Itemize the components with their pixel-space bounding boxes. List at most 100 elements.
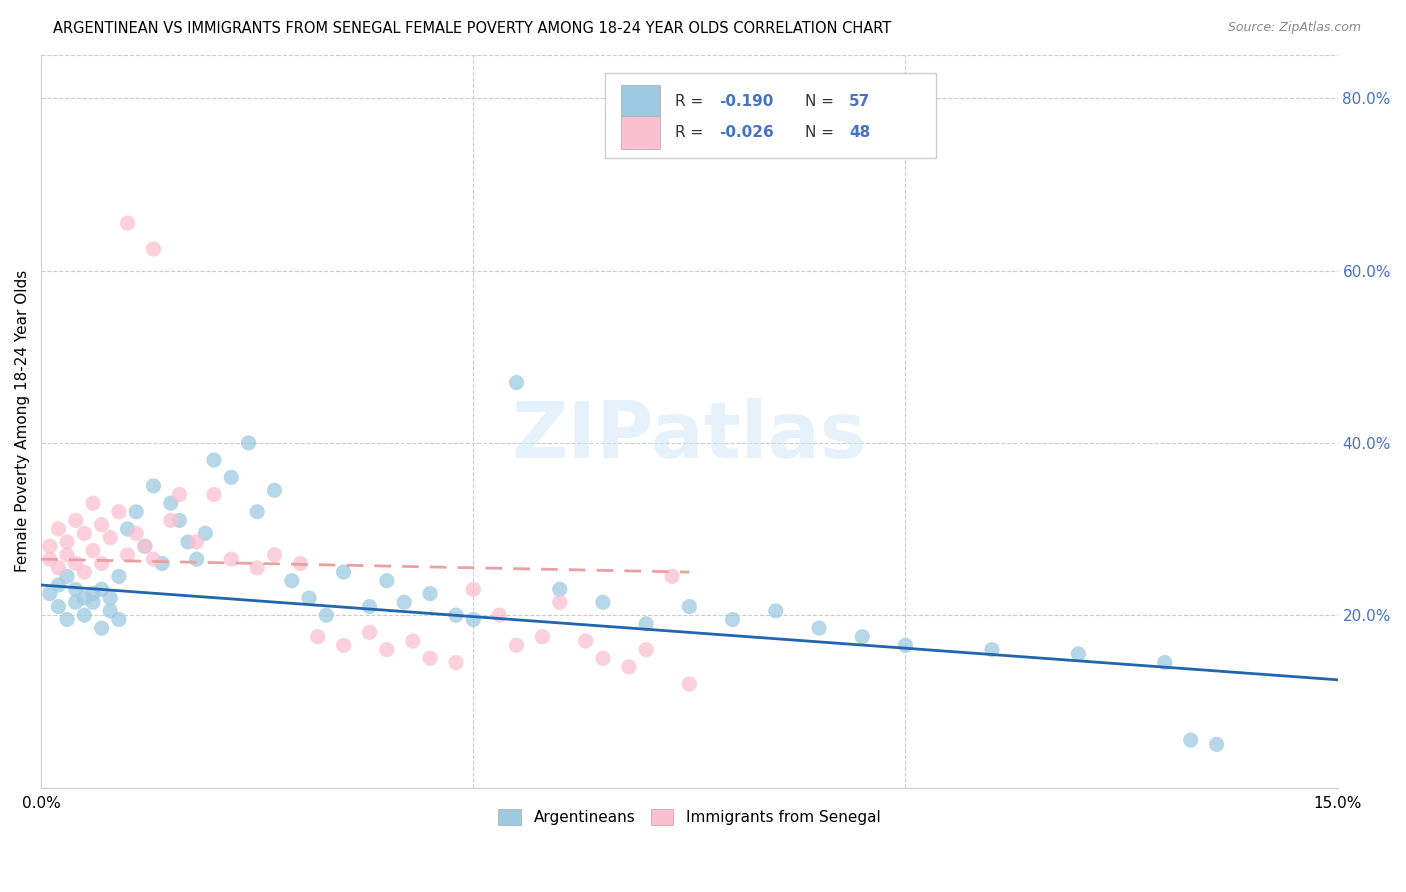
Text: Source: ZipAtlas.com: Source: ZipAtlas.com bbox=[1227, 21, 1361, 35]
Point bbox=[56, 569, 79, 583]
Point bbox=[142, 242, 165, 256]
Point bbox=[359, 599, 381, 614]
Point bbox=[463, 582, 485, 597]
Point bbox=[375, 642, 398, 657]
Point bbox=[678, 599, 700, 614]
Point bbox=[117, 216, 139, 230]
Point bbox=[202, 453, 225, 467]
Point bbox=[48, 599, 70, 614]
Point bbox=[721, 612, 744, 626]
Point bbox=[125, 505, 148, 519]
Point bbox=[980, 642, 1002, 657]
Point bbox=[375, 574, 398, 588]
Point bbox=[219, 552, 242, 566]
Point bbox=[1153, 656, 1175, 670]
Point bbox=[117, 522, 139, 536]
Point bbox=[98, 604, 121, 618]
Point bbox=[142, 479, 165, 493]
Point bbox=[419, 651, 441, 665]
Point bbox=[246, 505, 269, 519]
Point bbox=[332, 638, 354, 652]
Point bbox=[592, 595, 614, 609]
Point bbox=[263, 548, 285, 562]
Point bbox=[402, 634, 425, 648]
Point bbox=[38, 552, 60, 566]
Point bbox=[48, 561, 70, 575]
Point bbox=[90, 517, 112, 532]
Point bbox=[636, 642, 658, 657]
Point bbox=[531, 630, 554, 644]
Point bbox=[159, 513, 181, 527]
Point bbox=[82, 543, 104, 558]
Point bbox=[117, 548, 139, 562]
Point bbox=[108, 569, 131, 583]
Text: R =: R = bbox=[675, 94, 709, 109]
Point bbox=[159, 496, 181, 510]
Point bbox=[73, 591, 96, 605]
Point bbox=[808, 621, 831, 635]
Point bbox=[56, 612, 79, 626]
Point bbox=[38, 539, 60, 553]
Text: 48: 48 bbox=[849, 125, 870, 139]
Point bbox=[1067, 647, 1090, 661]
Y-axis label: Female Poverty Among 18-24 Year Olds: Female Poverty Among 18-24 Year Olds bbox=[15, 270, 30, 573]
Point bbox=[444, 608, 467, 623]
Text: N =: N = bbox=[804, 94, 838, 109]
Point bbox=[194, 526, 217, 541]
Point bbox=[56, 535, 79, 549]
Point bbox=[90, 557, 112, 571]
Point bbox=[488, 608, 510, 623]
Point bbox=[419, 587, 441, 601]
Point bbox=[169, 513, 191, 527]
Point bbox=[90, 582, 112, 597]
Point bbox=[392, 595, 415, 609]
Point bbox=[678, 677, 700, 691]
Point bbox=[48, 578, 70, 592]
Point bbox=[548, 595, 571, 609]
Point bbox=[108, 505, 131, 519]
Point bbox=[1205, 738, 1227, 752]
Point bbox=[150, 557, 173, 571]
Point bbox=[636, 616, 658, 631]
Point bbox=[82, 587, 104, 601]
Point bbox=[98, 531, 121, 545]
Point bbox=[548, 582, 571, 597]
Point bbox=[90, 621, 112, 635]
Point bbox=[73, 608, 96, 623]
Point bbox=[575, 634, 598, 648]
Point bbox=[894, 638, 917, 652]
Point bbox=[134, 539, 156, 553]
Text: ARGENTINEAN VS IMMIGRANTS FROM SENEGAL FEMALE POVERTY AMONG 18-24 YEAR OLDS CORR: ARGENTINEAN VS IMMIGRANTS FROM SENEGAL F… bbox=[53, 21, 891, 37]
Point bbox=[238, 435, 260, 450]
Point bbox=[48, 522, 70, 536]
Legend: Argentineans, Immigrants from Senegal: Argentineans, Immigrants from Senegal bbox=[492, 803, 887, 831]
Point bbox=[1180, 733, 1202, 747]
Point bbox=[108, 612, 131, 626]
Bar bbox=[620, 116, 659, 148]
Point bbox=[298, 591, 321, 605]
Point bbox=[65, 513, 87, 527]
Bar bbox=[605, 73, 936, 158]
Point bbox=[617, 660, 640, 674]
Point bbox=[661, 569, 683, 583]
Point bbox=[281, 574, 304, 588]
Point bbox=[307, 630, 329, 644]
Text: 57: 57 bbox=[849, 94, 870, 109]
Point bbox=[202, 487, 225, 501]
Point bbox=[315, 608, 337, 623]
Point bbox=[38, 587, 60, 601]
Point bbox=[359, 625, 381, 640]
Point bbox=[444, 656, 467, 670]
Point bbox=[65, 557, 87, 571]
Point bbox=[177, 535, 200, 549]
Point bbox=[73, 526, 96, 541]
Text: R =: R = bbox=[675, 125, 709, 139]
Point bbox=[56, 548, 79, 562]
Point bbox=[73, 565, 96, 579]
Point bbox=[65, 595, 87, 609]
Point bbox=[851, 630, 873, 644]
Point bbox=[186, 552, 208, 566]
Point bbox=[186, 535, 208, 549]
Point bbox=[169, 487, 191, 501]
Point bbox=[463, 612, 485, 626]
